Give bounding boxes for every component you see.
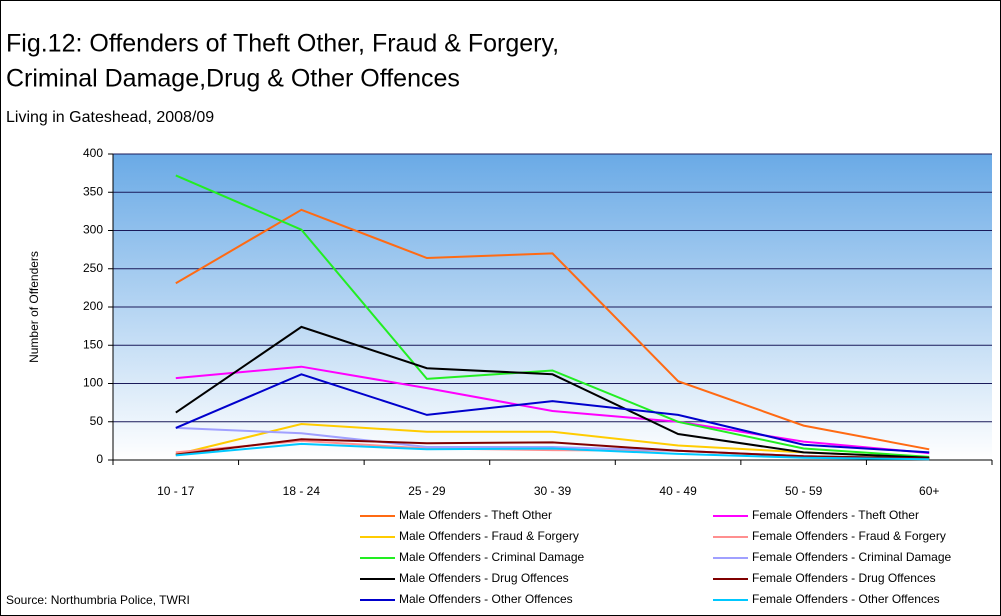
legend-label: Female Offenders - Theft Other [752,508,919,522]
y-tick-label: 350 [83,184,103,198]
legend-label: Male Offenders - Criminal Damage [399,550,585,564]
series-line [175,373,930,454]
series-line [175,174,930,458]
legend-label: Female Offenders - Other Offences [752,592,940,606]
legend-label: Male Offenders - Theft Other [399,508,552,522]
legend-label: Male Offenders - Drug Offences [399,571,569,585]
x-tick-label: 50 - 59 [785,484,823,498]
y-tick-label: 400 [83,146,103,160]
chart-title: Fig.12: Offenders of Theft Other, Fraud … [6,30,559,58]
x-tick-label: 18 - 24 [283,484,321,498]
y-tick-label: 0 [96,452,103,466]
x-tick-label: 30 - 39 [534,484,572,498]
chart-title: Criminal Damage,Drug & Other Offences [6,65,460,93]
y-tick-label: 100 [83,376,103,390]
legend-label: Male Offenders - Fraud & Forgery [399,529,579,543]
x-tick-label: 40 - 49 [659,484,697,498]
series-line [175,365,930,455]
x-tick-label: 25 - 29 [408,484,446,498]
legend-label: Female Offenders - Criminal Damage [752,550,952,564]
series-line [175,325,930,459]
y-tick-label: 200 [83,299,103,313]
y-tick-label: 150 [83,337,103,351]
y-tick-label: 250 [83,261,103,275]
y-tick-label: 50 [90,414,104,428]
y-tick-label: 300 [83,223,103,237]
y-axis-label: Number of Offenders [27,251,41,363]
legend-label: Female Offenders - Fraud & Forgery [752,529,946,543]
legend-label: Female Offenders - Drug Offences [752,571,936,585]
x-tick-label: 60+ [919,484,939,498]
source: Source: Northumbria Police, TWRI [6,593,190,607]
chart-subtitle: Living in Gateshead, 2008/09 [6,109,214,126]
series-line [175,442,930,461]
x-tick-label: 10 - 17 [157,484,195,498]
series-line [175,208,930,451]
series-line [175,438,930,460]
legend-label: Male Offenders - Other Offences [399,592,573,606]
